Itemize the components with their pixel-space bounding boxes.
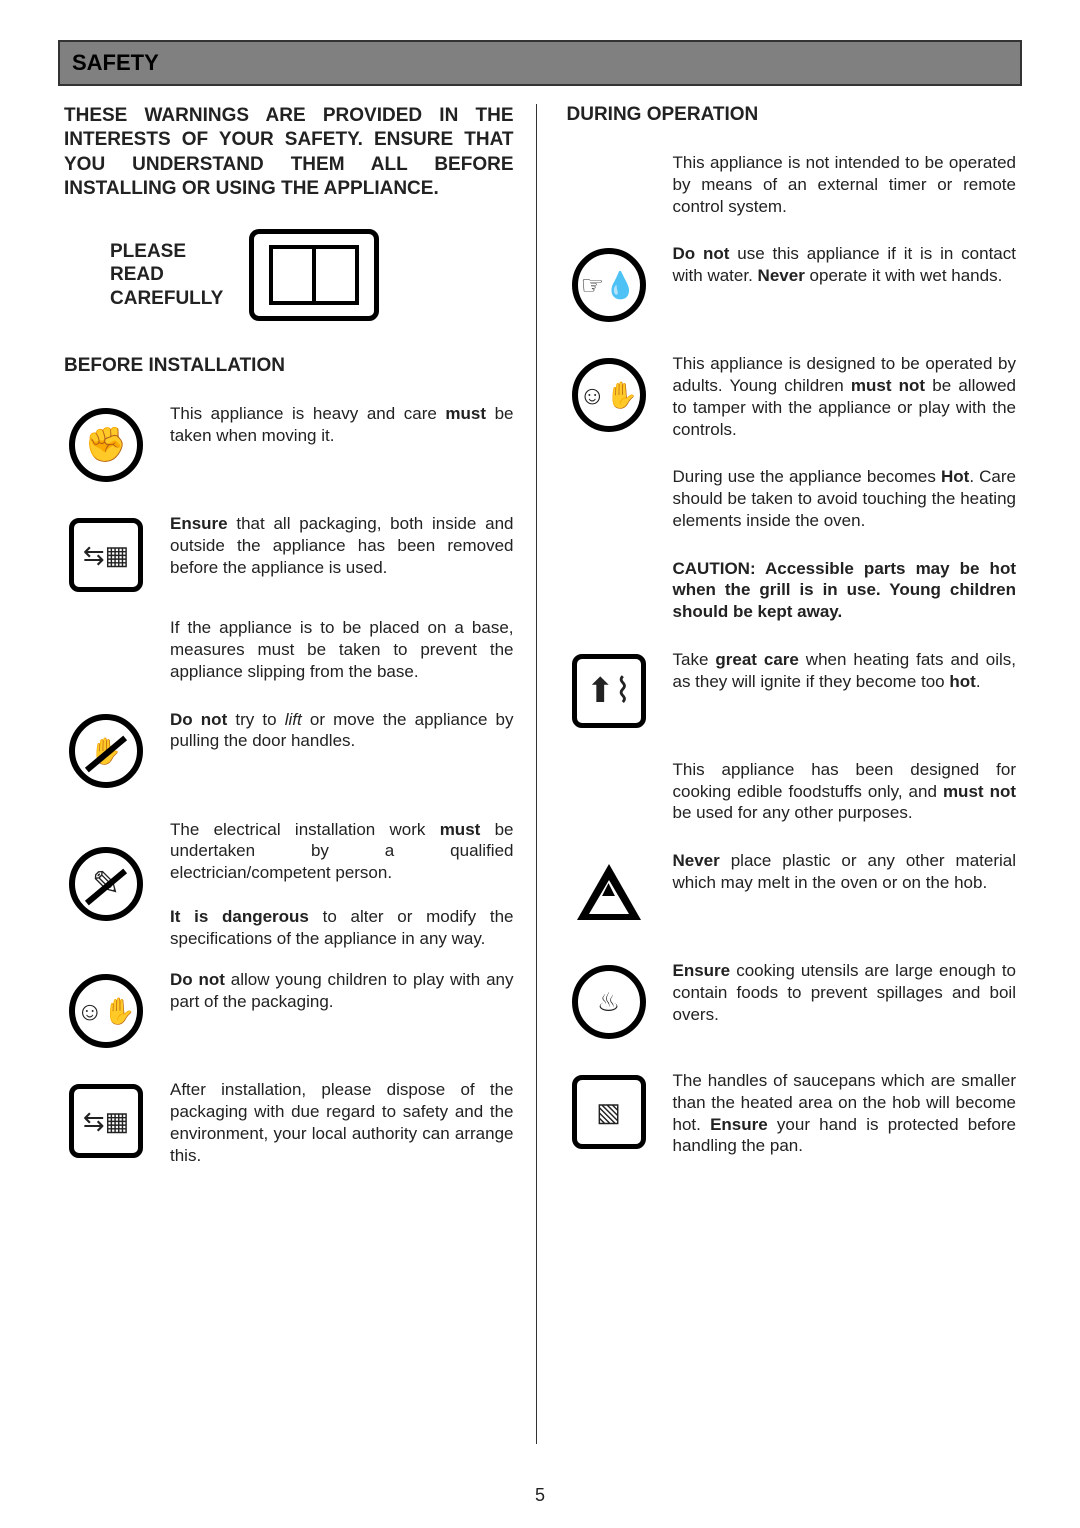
item-text: This appliance is designed to be operate… xyxy=(673,353,1017,440)
safety-item: ☞💧 Do not use this appliance if it is in… xyxy=(567,243,1017,327)
fat-icon: ⬆⌇ xyxy=(567,649,651,733)
safety-item: This appliance is not intended to be ope… xyxy=(567,152,1017,217)
item-text: This appliance is not intended to be ope… xyxy=(673,152,1017,217)
content-columns: THESE WARNINGS ARE PROVIDED IN THE INTER… xyxy=(58,104,1022,1444)
item-text: The handles of saucepans which are small… xyxy=(673,1070,1017,1157)
safety-item: During use the appliance becomes Hot. Ca… xyxy=(567,466,1017,531)
page-number: 5 xyxy=(0,1485,1080,1506)
safety-item: This appliance has been designed for coo… xyxy=(567,759,1017,824)
item-text: After installation, please dispose of th… xyxy=(170,1079,514,1166)
item-text: Take great care when heating fats and oi… xyxy=(673,649,1017,693)
adult-icon: ☺✋ xyxy=(567,353,651,437)
wet-hand-icon: ☞💧 xyxy=(567,243,651,327)
safety-item: ✎ The electrical installation work must … xyxy=(64,819,514,950)
safety-item: ▧ The handles of saucepans which are sma… xyxy=(567,1070,1017,1157)
item-text: Ensure that all packaging, both inside a… xyxy=(170,513,514,578)
item-text: If the appliance is to be placed on a ba… xyxy=(170,617,514,682)
safety-item: ✋ Do not try to lift or move the applian… xyxy=(64,709,514,793)
safety-item: ✊ This appliance is heavy and care must … xyxy=(64,403,514,487)
item-text: This appliance has been designed for coo… xyxy=(673,759,1017,824)
before-installation-heading: BEFORE INSTALLATION xyxy=(64,355,514,377)
safety-item: ⇆▦ After installation, please dispose of… xyxy=(64,1079,514,1166)
item-text: Do not allow young children to play with… xyxy=(170,969,514,1013)
item-text: During use the appliance becomes Hot. Ca… xyxy=(673,466,1017,531)
safety-item: ⇆▦ Ensure that all packaging, both insid… xyxy=(64,513,514,597)
tool-icon: ✎ xyxy=(64,842,148,926)
safety-item: ☺✋ This appliance is designed to be oper… xyxy=(567,353,1017,440)
pack-icon: ⇆▦ xyxy=(64,513,148,597)
item-text: The electrical installation work must be… xyxy=(170,819,514,884)
item-text: Ensure cooking utensils are large enough… xyxy=(673,960,1017,1025)
item-text: It is dangerous to alter or modify the s… xyxy=(170,906,514,950)
item-text: Do not try to lift or move the appliance… xyxy=(170,709,514,753)
item-text: This appliance is heavy and care must be… xyxy=(170,403,514,447)
lift-icon: ✊ xyxy=(64,403,148,487)
left-column: THESE WARNINGS ARE PROVIDED IN THE INTER… xyxy=(58,104,537,1444)
safety-item: ☺✋ Do not allow young children to play w… xyxy=(64,969,514,1053)
section-header: SAFETY xyxy=(58,40,1022,86)
fire-icon: ▲ xyxy=(567,850,651,934)
book-icon xyxy=(249,229,379,321)
during-operation-heading: DURING OPERATION xyxy=(567,104,1017,126)
item-text: CAUTION: Accessible parts may be hot whe… xyxy=(673,558,1017,623)
dispose-icon: ⇆▦ xyxy=(64,1079,148,1163)
item-text: Never place plastic or any other materia… xyxy=(673,850,1017,894)
safety-item: ♨ Ensure cooking utensils are large enou… xyxy=(567,960,1017,1044)
safety-item: CAUTION: Accessible parts may be hot whe… xyxy=(567,558,1017,623)
spill-icon: ♨ xyxy=(567,960,651,1044)
pan-icon: ▧ xyxy=(567,1070,651,1154)
please-read-text: PLEASE READ CAREFULLY xyxy=(110,240,223,311)
safety-item: If the appliance is to be placed on a ba… xyxy=(64,617,514,682)
safety-item: ⬆⌇ Take great care when heating fats and… xyxy=(567,649,1017,733)
right-column: DURING OPERATION This appliance is not i… xyxy=(561,104,1023,1444)
safety-item: ▲ Never place plastic or any other mater… xyxy=(567,850,1017,934)
item-text: Do not use this appliance if it is in co… xyxy=(673,243,1017,287)
no-pull-icon: ✋ xyxy=(64,709,148,793)
child-icon: ☺✋ xyxy=(64,969,148,1053)
intro-warning: THESE WARNINGS ARE PROVIDED IN THE INTER… xyxy=(64,104,514,201)
please-read-line: PLEASE READ CAREFULLY xyxy=(110,241,223,310)
please-read-row: PLEASE READ CAREFULLY xyxy=(64,229,514,321)
